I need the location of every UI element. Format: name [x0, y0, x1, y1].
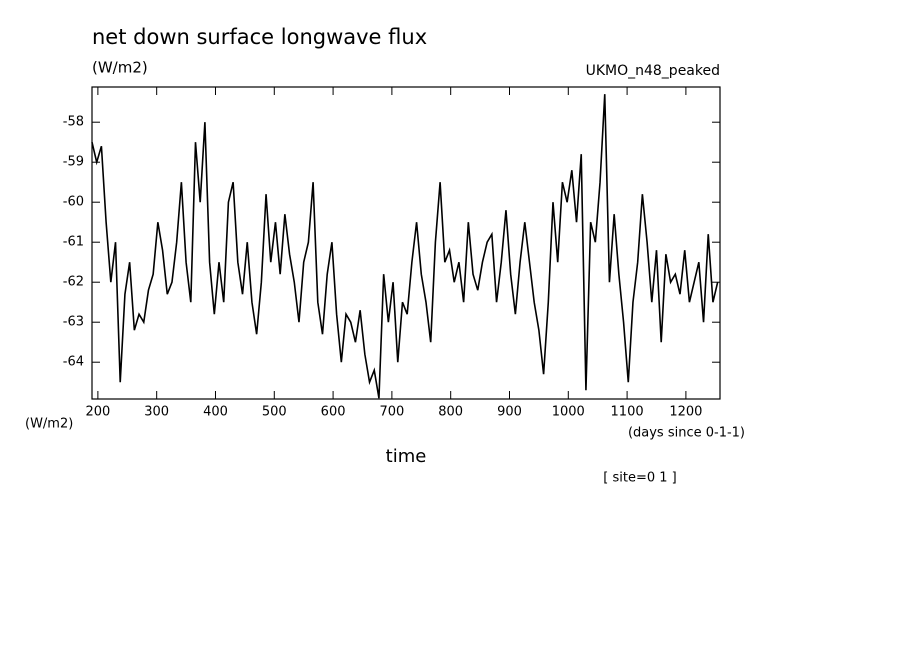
units-label: (W/m2): [92, 59, 148, 77]
x-tick-label: 1100: [611, 405, 644, 420]
annotation: [ site=0 1 ]: [603, 471, 676, 486]
x-tick-label: 600: [321, 405, 346, 420]
y-tick-label: -59: [63, 155, 84, 170]
y-axis-units: (W/m2): [25, 417, 73, 432]
y-tick-label: -63: [63, 315, 84, 330]
y-tick-label: -60: [63, 195, 84, 210]
x-tick-label: 200: [85, 405, 110, 420]
dataset-label: UKMO_n48_peaked: [586, 63, 720, 79]
x-axis-label: time: [386, 446, 427, 467]
chart-title: net down surface longwave flux: [92, 25, 427, 49]
x-tick-label: 700: [379, 405, 404, 420]
x-tick-label: 1200: [669, 405, 702, 420]
x-tick-label: 300: [144, 405, 169, 420]
y-tick-label: -62: [63, 275, 84, 290]
y-tick-label: -61: [63, 235, 84, 250]
x-tick-label: 800: [438, 405, 463, 420]
x-axis-units: (days since 0-1-1): [628, 426, 745, 441]
x-tick-label: 500: [262, 405, 287, 420]
y-tick-label: -58: [63, 115, 84, 130]
plot-frame: [91, 86, 721, 400]
y-tick-label: -64: [63, 355, 84, 370]
x-tick-label: 1000: [552, 405, 585, 420]
data-line: [91, 94, 719, 399]
x-tick-label: 400: [203, 405, 228, 420]
x-tick-label: 900: [497, 405, 522, 420]
